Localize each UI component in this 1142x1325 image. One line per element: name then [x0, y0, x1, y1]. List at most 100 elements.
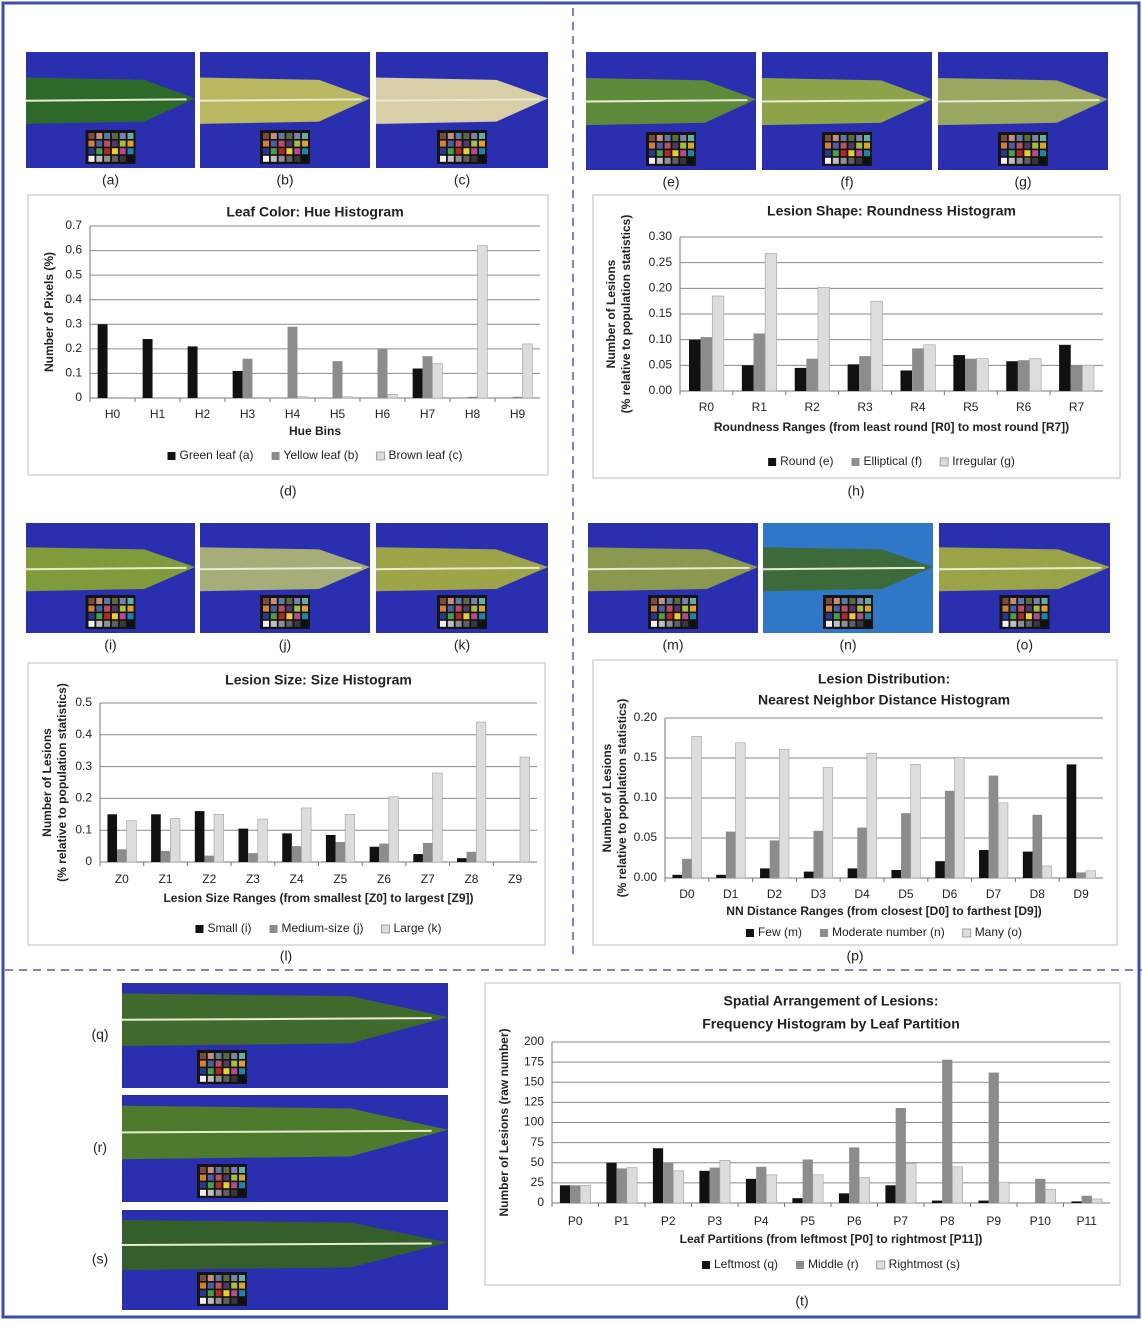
color-patch [96, 156, 102, 162]
x-tick-label: R7 [1069, 400, 1085, 414]
color-patch [834, 621, 840, 627]
color-patch [200, 1290, 206, 1296]
color-patch [1040, 150, 1046, 156]
y-tick-label: 0.20 [634, 710, 658, 724]
x-tick-label: D9 [1073, 887, 1089, 901]
bar [979, 850, 989, 878]
legend-swatch [167, 452, 175, 460]
figure: (a)(b)(c)(e)(f)(g)(i)(j)(k)(m)(n)(o)(q)(… [0, 0, 1142, 1320]
color-patch [286, 598, 292, 604]
bar [161, 851, 171, 862]
x-tick-label: R2 [805, 400, 821, 414]
color-patch [682, 621, 688, 627]
bar [653, 1148, 663, 1203]
y-tick-label: 0.00 [634, 870, 658, 884]
color-patch [302, 156, 308, 162]
photo-label: (k) [454, 637, 470, 653]
legend-label: Middle (r) [808, 1257, 859, 1271]
color-patch [440, 621, 446, 627]
color-patch [223, 1283, 229, 1289]
color-patch [688, 135, 694, 141]
leaf-midrib [588, 568, 750, 569]
color-patch [286, 621, 292, 627]
color-patch [239, 1068, 245, 1074]
legend-swatch [702, 1261, 710, 1269]
color-patch [456, 148, 462, 154]
color-patch [1024, 158, 1030, 164]
y-axis-label: Number of Lesions [600, 743, 614, 852]
bar [345, 814, 355, 862]
bar [871, 301, 883, 391]
color-patch [856, 158, 862, 164]
color-patch [456, 606, 462, 612]
color-patch [1026, 621, 1032, 627]
color-patch [651, 606, 657, 612]
color-patch [96, 133, 102, 139]
color-patch [231, 1175, 237, 1181]
bar [432, 364, 442, 398]
color-patch [1001, 150, 1007, 156]
bar [942, 1060, 952, 1203]
y-tick-label: 0.3 [65, 316, 82, 330]
bar [753, 334, 765, 391]
color-patch [456, 133, 462, 139]
color-patch [263, 156, 269, 162]
bar [823, 768, 833, 878]
y-tick-label: 0.6 [65, 243, 82, 257]
y-tick-label: 200 [524, 1034, 544, 1048]
color-patch [271, 613, 277, 619]
color-patch [651, 613, 657, 619]
color-patch [120, 598, 126, 604]
bar [423, 843, 433, 862]
y-axis-label: (% relative to population statistics) [55, 683, 69, 882]
color-patch [864, 135, 870, 141]
color-patch [448, 598, 454, 604]
color-patch [231, 1068, 237, 1074]
color-patch [208, 1068, 214, 1074]
legend-swatch [852, 458, 860, 466]
y-axis-label: Number of Pixels (%) [42, 252, 56, 372]
color-patch [1042, 606, 1048, 612]
bar [978, 1201, 988, 1203]
y-tick-label: 50 [531, 1155, 545, 1169]
color-patch [657, 135, 663, 141]
color-patch [864, 158, 870, 164]
x-tick-label: Z4 [290, 872, 304, 886]
color-patch [208, 1053, 214, 1059]
color-patch [279, 156, 285, 162]
photo-label: (o) [1016, 637, 1033, 653]
color-patch [448, 606, 454, 612]
color-patch [1042, 598, 1048, 604]
color-patch [89, 598, 95, 604]
bar [570, 1185, 580, 1203]
color-patch [216, 1076, 222, 1082]
x-axis-label: Lesion Size Ranges (from smallest [Z0] t… [163, 891, 473, 905]
leaf-midrib [763, 568, 925, 569]
color-patch [279, 598, 285, 604]
bar [413, 369, 423, 398]
color-patch [688, 150, 694, 156]
color-patch [112, 148, 118, 154]
color-patch [200, 1076, 206, 1082]
color-patch [294, 598, 300, 604]
color-patch [104, 156, 110, 162]
bar [378, 349, 388, 398]
chart-caption: (l) [280, 948, 292, 964]
y-tick-label: 0.00 [649, 383, 673, 397]
color-patch [208, 1167, 214, 1173]
bar [170, 818, 180, 862]
x-tick-label: R4 [910, 400, 926, 414]
bar [513, 397, 523, 398]
color-patch [271, 141, 277, 147]
page: (a)(b)(c)(e)(f)(g)(i)(j)(k)(m)(n)(o)(q)(… [0, 0, 1142, 1320]
color-patch [120, 613, 126, 619]
bar [1059, 345, 1071, 391]
bar [813, 1175, 823, 1203]
legend-swatch [376, 452, 384, 460]
color-patch [657, 158, 663, 164]
color-patch [286, 148, 292, 154]
color-patch [263, 621, 269, 627]
color-patch [112, 621, 118, 627]
color-patch [223, 1298, 229, 1304]
color-patch [1040, 135, 1046, 141]
